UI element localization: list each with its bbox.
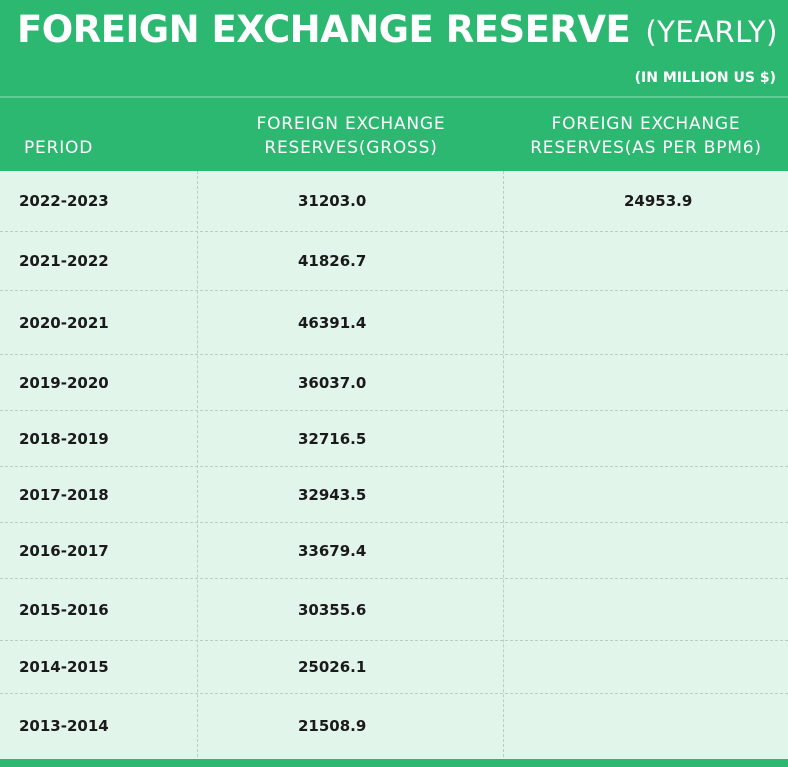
page-subtitle: (YEARLY) [645, 15, 778, 49]
cell-period: 2022-2023 [19, 192, 109, 210]
cell-period: 2020-2021 [19, 313, 109, 332]
table-row: 2020-2021 46391.4 [0, 291, 788, 355]
cell-period: 2015-2016 [19, 600, 109, 619]
column-header-gross: FOREIGN EXCHANGE RESERVES(GROSS) [198, 112, 504, 160]
table-row: 2017-2018 32943.5 [0, 467, 788, 523]
table-header: PERIOD FOREIGN EXCHANGE RESERVES(GROSS) … [0, 98, 788, 170]
cell-gross: 32716.5 [298, 429, 367, 448]
table-row: 2019-2020 36037.0 [0, 355, 788, 411]
column-header-gross-line1: FOREIGN EXCHANGE [256, 114, 446, 134]
table-row: 2016-2017 33679.4 [0, 523, 788, 579]
cell-bpm6: 24953.9 [624, 192, 693, 210]
cell-period: 2014-2015 [19, 658, 109, 676]
cell-period: 2021-2022 [19, 252, 109, 270]
page-title: FOREIGN EXCHANGE RESERVE [17, 8, 631, 51]
table-body: 2022-2023 31203.0 24953.9 2021-2022 4182… [0, 171, 788, 757]
column-header-bpm6-line2: RESERVES(AS PER BPM6) [530, 138, 762, 158]
table-row: 2015-2016 30355.6 [0, 579, 788, 641]
cell-period: 2016-2017 [19, 541, 109, 560]
table-row: 2013-2014 21508.9 [0, 694, 788, 757]
column-header-gross-line2: RESERVES(GROSS) [264, 138, 438, 158]
cell-gross: 31203.0 [298, 192, 367, 210]
table-row: 2018-2019 32716.5 [0, 411, 788, 467]
cell-gross: 21508.9 [298, 716, 367, 735]
footer-bar [0, 757, 788, 767]
cell-period: 2018-2019 [19, 429, 109, 448]
cell-gross: 32943.5 [298, 485, 367, 504]
title-bar: FOREIGN EXCHANGE RESERVE (YEARLY) [0, 0, 788, 60]
column-divider [197, 171, 198, 757]
column-header-bpm6: FOREIGN EXCHANGE RESERVES(AS PER BPM6) [504, 112, 788, 160]
column-header-bpm6-line1: FOREIGN EXCHANGE [551, 114, 741, 134]
table-row: 2014-2015 25026.1 [0, 641, 788, 694]
cell-gross: 25026.1 [298, 658, 367, 676]
column-divider [503, 171, 504, 757]
unit-label: (IN MILLION US $) [634, 70, 776, 86]
table-row: 2021-2022 41826.7 [0, 232, 788, 291]
header-divider [0, 96, 788, 98]
cell-gross: 33679.4 [298, 541, 367, 560]
footer-gap [0, 757, 788, 759]
cell-period: 2013-2014 [19, 716, 109, 735]
cell-period: 2017-2018 [19, 485, 109, 504]
cell-gross: 30355.6 [298, 600, 367, 619]
cell-period: 2019-2020 [19, 373, 109, 392]
table-row: 2022-2023 31203.0 24953.9 [0, 171, 788, 232]
column-header-period: PERIOD [24, 138, 94, 158]
cell-gross: 41826.7 [298, 252, 367, 270]
cell-gross: 46391.4 [298, 313, 367, 332]
cell-gross: 36037.0 [298, 373, 367, 392]
